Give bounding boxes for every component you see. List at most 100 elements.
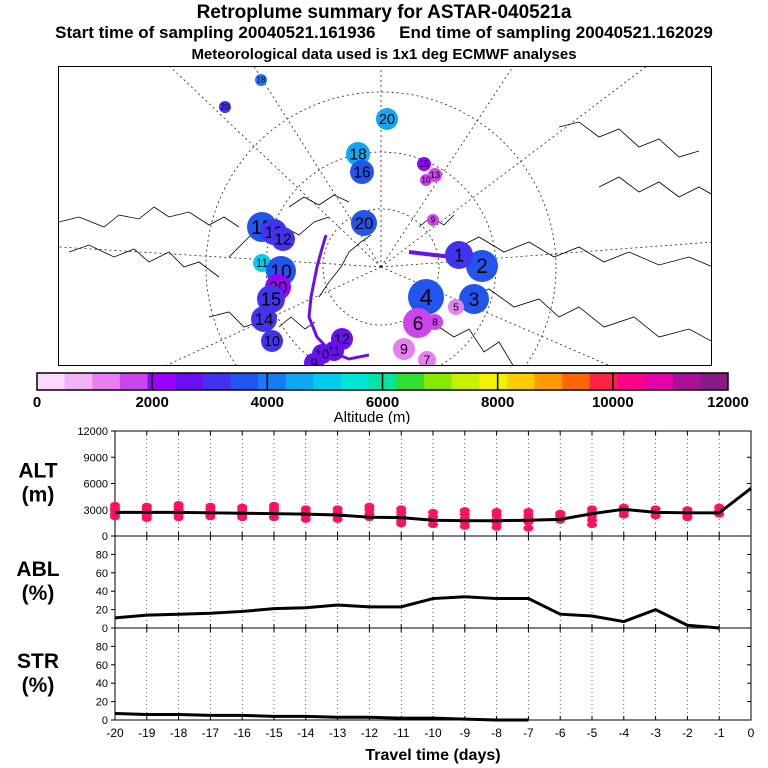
- cluster-day-label: 20: [355, 214, 374, 233]
- plume-cluster: [376, 108, 398, 130]
- cluster-day-label: 7: [424, 354, 431, 366]
- y-axis-label-line: ABL: [16, 558, 59, 581]
- meridian: [380, 241, 711, 268]
- colorbar-cell: [479, 373, 508, 390]
- plume-cluster: [261, 330, 283, 352]
- y-tick-label: 40: [96, 586, 108, 598]
- x-tick-label: -7: [523, 726, 534, 740]
- colorbar-cell: [672, 373, 701, 390]
- coastline-scandinavia: [438, 326, 514, 365]
- coastline-east-siberia: [598, 176, 711, 198]
- y-tick-label: 6000: [84, 479, 108, 491]
- plume-cluster: [219, 101, 231, 113]
- plume-cluster: [350, 160, 374, 184]
- latitude-circle: [322, 208, 440, 326]
- x-tick-label: -10: [424, 726, 442, 740]
- altitude-point: [523, 524, 534, 532]
- altitude-point: [237, 514, 248, 522]
- series-line: [115, 487, 752, 523]
- colorbar-cell: [589, 373, 618, 390]
- coastline-greenland-north: [288, 194, 350, 208]
- plume-cluster: [459, 284, 489, 314]
- plume-cluster: [271, 227, 295, 251]
- panel-frame: [114, 627, 752, 721]
- meridian: [59, 246, 382, 268]
- y-tick-label: 3000: [84, 505, 108, 517]
- cluster-day-label: 10: [264, 334, 280, 350]
- x-tick-label: -4: [618, 726, 629, 740]
- plume-cluster: [346, 142, 370, 166]
- altitude-point: [205, 513, 216, 521]
- x-axis-label: Travel time (days): [365, 747, 500, 764]
- cluster-day-label: 20: [379, 112, 395, 128]
- coastline-russia: [468, 288, 711, 342]
- y-axis-label: STR (%): [17, 650, 59, 697]
- plume-cluster: [466, 250, 498, 282]
- coastline-siberia: [458, 236, 711, 267]
- y-tick-label: 12000: [77, 426, 108, 438]
- coastline-iceland: [278, 316, 316, 330]
- x-tick-label: -20: [106, 726, 124, 740]
- cluster-day-label: 16: [353, 164, 370, 181]
- altitude-point: [618, 511, 629, 519]
- colorbar-cell: [92, 373, 121, 390]
- cluster-day-label: 13: [430, 170, 440, 180]
- altitude-point: [141, 515, 152, 522]
- x-tick-label: -1: [714, 726, 725, 740]
- y-tick-label: 9000: [84, 452, 108, 464]
- colorbar-cell: [396, 373, 425, 390]
- colorbar-cell: [175, 373, 204, 390]
- colorbar-label: Altitude (m): [334, 409, 411, 424]
- colorbar: 0 2000 4000 6000 8000 10000 12000 Altitude (m): [33, 372, 749, 424]
- colorbar-tick-label: 8000: [481, 394, 514, 411]
- cluster-day-label: 18: [257, 76, 266, 85]
- plume-cluster: [403, 308, 433, 338]
- x-tick-label: -12: [361, 726, 379, 740]
- colorbar-cell: [341, 373, 370, 390]
- y-axis-label-line: STR: [17, 650, 59, 673]
- cluster-day-label: 14: [255, 310, 274, 329]
- cluster-day-label: 4: [419, 284, 432, 310]
- colorbar-tick-label: 12000: [707, 394, 749, 411]
- meridian: [169, 67, 382, 268]
- cluster-day-label: 15: [419, 159, 429, 169]
- map-svg: 1820201816151310920151312111020151410121…: [59, 67, 711, 367]
- y-axis-label-line: (%): [22, 674, 55, 697]
- y-tick-label: 0: [102, 531, 108, 543]
- colorbar-tick-label: 6000: [366, 394, 399, 411]
- start-time-label: Start time of sampling 20040521.161936: [55, 23, 376, 42]
- y-tick-label: 80: [96, 641, 108, 653]
- cluster-day-label: 20: [221, 103, 230, 112]
- plume-cluster: [351, 210, 377, 236]
- plume-cluster: [304, 353, 324, 365]
- colorbar-cell: [37, 373, 66, 390]
- x-tick-label: -5: [587, 726, 598, 740]
- y-axis-label-line: ALT: [18, 460, 57, 483]
- altitude-point: [110, 501, 120, 509]
- x-tick-label: -6: [555, 726, 566, 740]
- x-tick-label: -16: [234, 726, 252, 740]
- cluster-day-label: 9: [310, 356, 317, 367]
- latitude-circle: [205, 91, 557, 365]
- altitude-point: [332, 515, 343, 523]
- x-tick-label: -8: [491, 726, 502, 740]
- coastline-hudson: [68, 244, 220, 278]
- cluster-day-label: 15: [261, 289, 281, 309]
- y-tick-label: 60: [96, 660, 108, 672]
- plume-cluster: [448, 299, 464, 315]
- altitude-point: [300, 515, 311, 523]
- colorbar-tick-label: 10000: [592, 394, 634, 411]
- end-time-label: End time of sampling 20040521.162029: [399, 23, 713, 42]
- altitude-point: [269, 514, 279, 522]
- colorbar-cell: [534, 373, 563, 390]
- altitude-point: [587, 521, 597, 529]
- colorbar-tick-label: 4000: [251, 394, 284, 411]
- cluster-day-label: 8: [432, 318, 438, 329]
- cluster-day-label: 9: [431, 216, 436, 225]
- altitude-point: [396, 520, 407, 528]
- y-tick-label: 0: [102, 715, 108, 727]
- colorbar-cell: [230, 373, 259, 390]
- y-tick-label: 60: [96, 568, 108, 580]
- x-tick-label: -9: [459, 726, 470, 740]
